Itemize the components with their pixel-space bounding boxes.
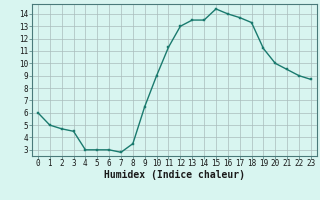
X-axis label: Humidex (Indice chaleur): Humidex (Indice chaleur) <box>104 170 245 180</box>
